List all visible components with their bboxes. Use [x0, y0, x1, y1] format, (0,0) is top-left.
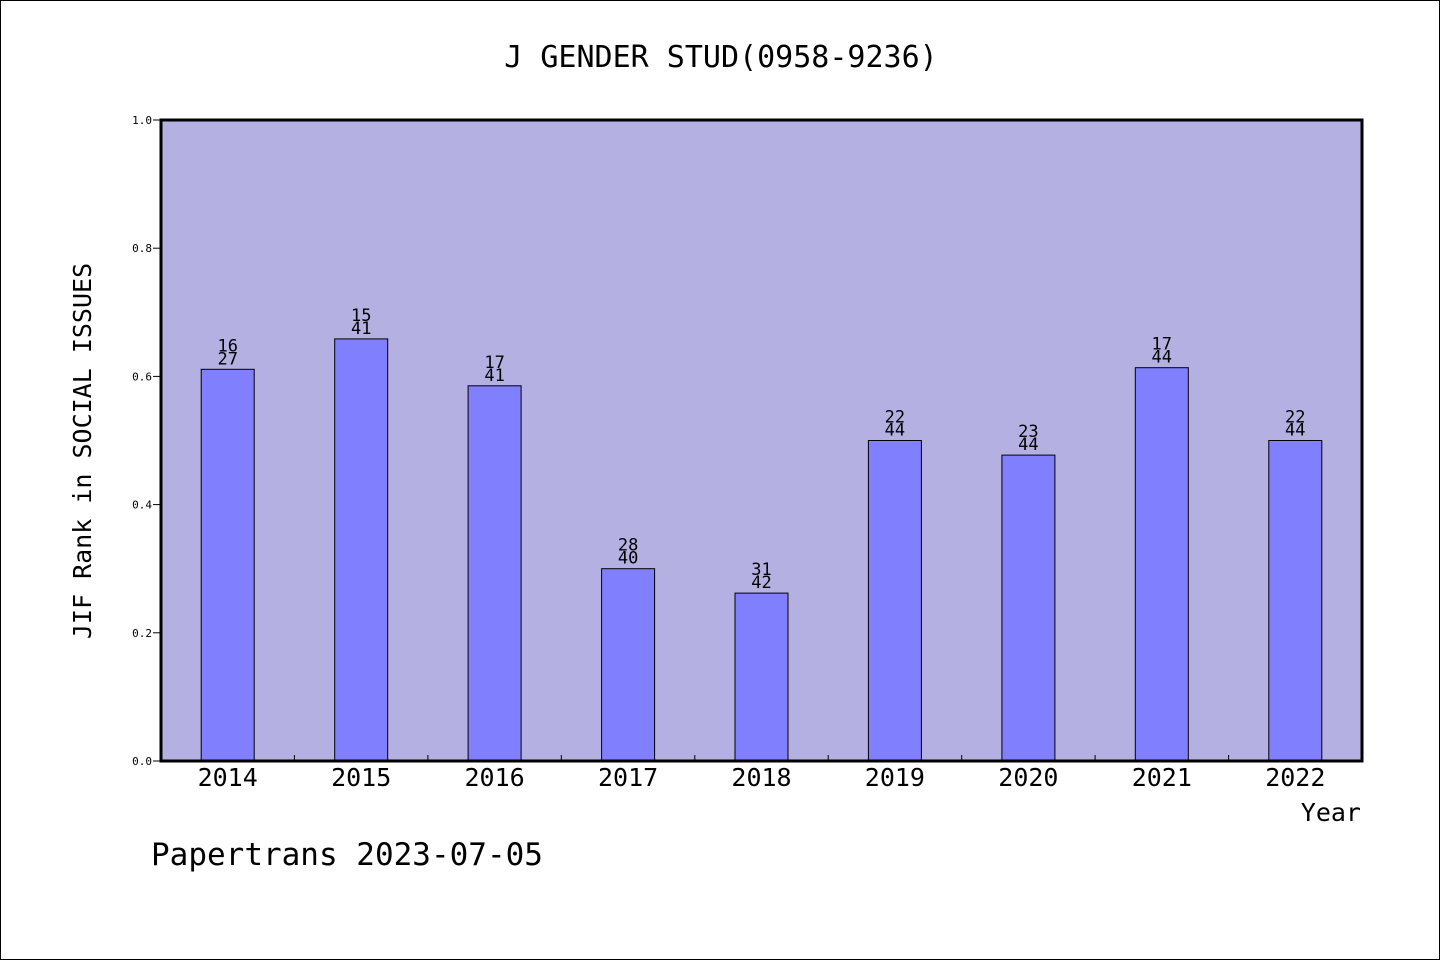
x-tick-label-2021: 2021 [1132, 763, 1192, 792]
bar-2016 [467, 385, 522, 762]
bar-total-label-2017: 40 [618, 549, 638, 569]
bars-group [200, 338, 1323, 762]
bar-rank-label-2022: 22 [1285, 408, 1305, 428]
bar-total-label-2021: 44 [1152, 348, 1172, 368]
bar-rank-label-2019: 22 [885, 408, 905, 428]
bar-rank-label-2021: 17 [1152, 335, 1172, 355]
x-tick-label-2020: 2020 [998, 763, 1058, 792]
bar-total-label-2016: 41 [484, 366, 504, 386]
footer-credit: Papertrans 2023-07-05 [151, 837, 543, 873]
x-tick-label-2019: 2019 [865, 763, 925, 792]
y-tick-label: 1.0 [132, 114, 152, 127]
x-axis: 2014 2015 2016 2017 2018 2019 2020 2021 2022 [198, 755, 1325, 792]
plot-border [159, 118, 1364, 763]
bar-2019 [867, 440, 922, 762]
y-axis: 0.0 0.2 0.4 0.6 0.8 1.0 [132, 114, 161, 768]
bar-2014 [200, 368, 255, 762]
x-tick-label-2022: 2022 [1265, 763, 1325, 792]
bar-total-label-2014: 27 [217, 349, 237, 369]
y-tick-label: 0.6 [132, 370, 152, 383]
x-tick-label-2018: 2018 [731, 763, 791, 792]
bar-2022 [1268, 440, 1323, 762]
x-tick-label-2015: 2015 [331, 763, 391, 792]
bar-2015 [334, 338, 389, 762]
bar-total-label-2015: 41 [351, 319, 371, 339]
x-axis-label: Year [1301, 798, 1361, 827]
y-tick-label: 0.8 [132, 242, 152, 255]
bar-2017 [601, 568, 656, 762]
bar-2020 [1001, 454, 1056, 762]
y-axis-label: JIF Rank in SOCIAL ISSUES [68, 263, 97, 639]
bar-rank-label-2014: 16 [217, 336, 237, 356]
bar-2021 [1134, 367, 1189, 762]
bar-rank-label-2015: 15 [351, 306, 371, 326]
x-tick-label-2016: 2016 [464, 763, 524, 792]
bar-rank-label-2016: 17 [484, 353, 504, 373]
y-tick-label: 0.0 [132, 755, 152, 768]
bar-total-label-2019: 44 [885, 421, 905, 441]
bar-2018 [734, 592, 789, 762]
bar-total-label-2022: 44 [1285, 421, 1305, 441]
y-tick-label: 0.2 [132, 627, 152, 640]
bar-rank-label-2017: 28 [618, 536, 638, 556]
x-tick-label-2017: 2017 [598, 763, 658, 792]
bar-rank-label-2020: 23 [1018, 422, 1038, 442]
x-tick-label-2014: 2014 [198, 763, 258, 792]
chart-title: J GENDER STUD(0958-9236) [504, 40, 937, 75]
bar-total-label-2020: 44 [1018, 435, 1038, 455]
y-tick-label: 0.4 [132, 499, 152, 512]
bar-rank-label-2018: 31 [751, 560, 771, 580]
bar-total-label-2018: 42 [751, 573, 771, 593]
